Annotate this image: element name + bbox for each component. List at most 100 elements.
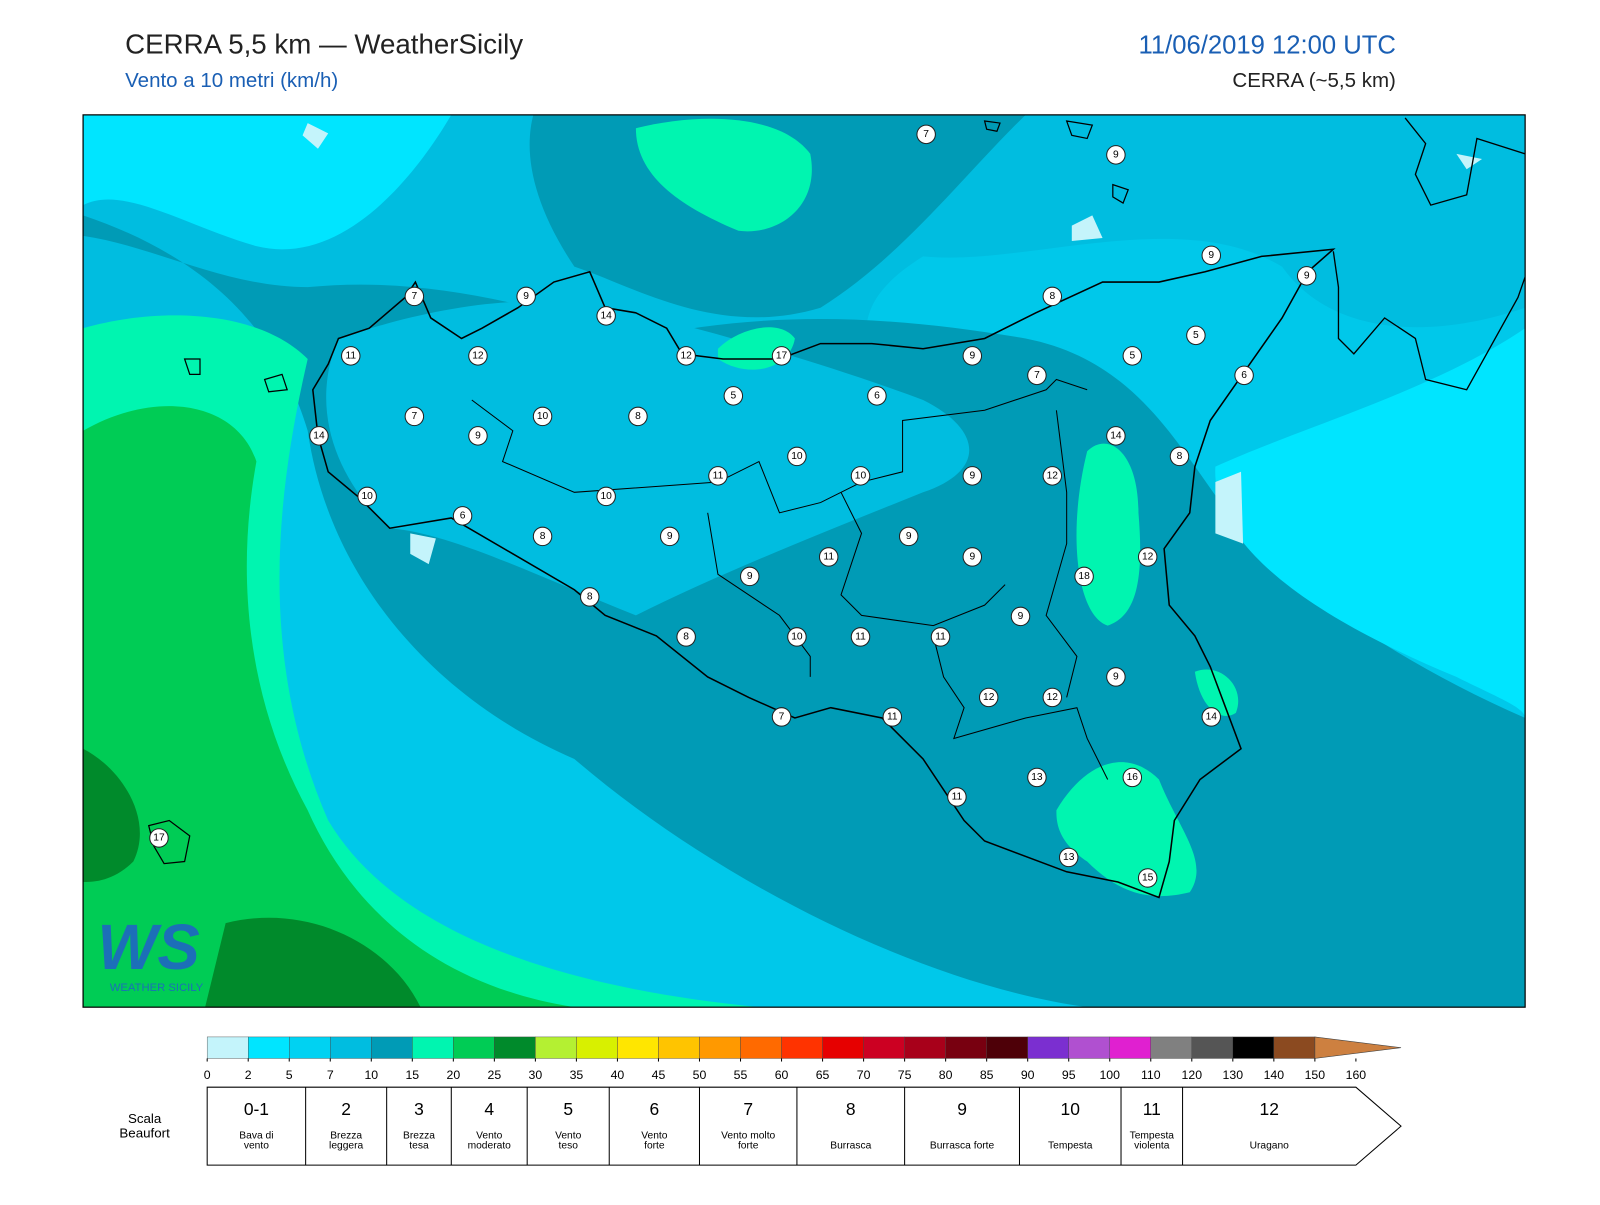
beaufort-force: 12 (1260, 1099, 1279, 1119)
station-marker (1122, 767, 1143, 788)
colorbar-tick-label: 55 (734, 1068, 748, 1082)
station-marker (867, 386, 887, 406)
beaufort-force: 0-1 (244, 1099, 269, 1119)
beaufort-name: Bava di vento (239, 1130, 273, 1151)
station-value: 7 (412, 411, 418, 422)
station-marker (1137, 547, 1158, 567)
colorbar-segment (1150, 1036, 1192, 1059)
station-value: 15 (1142, 872, 1154, 883)
colorbar-segment (740, 1036, 782, 1059)
station-value: 7 (779, 711, 785, 722)
station-marker (708, 466, 728, 486)
colorbar-segment (247, 1036, 290, 1059)
stations: 7 9 9 9 7 9 14 8 5 11 12 12 17 9 5 7 6 5 6 7 10 8 9 14 14 8 10 11 10… (149, 124, 1317, 888)
station-marker (1106, 667, 1126, 687)
station-value: 10 (855, 470, 867, 481)
colorbar-segment (412, 1036, 454, 1059)
station-value: 10 (537, 411, 549, 422)
station-marker (341, 346, 361, 366)
beaufort-force: 4 (484, 1099, 494, 1119)
station-value: 12 (983, 692, 995, 703)
station-marker (898, 526, 919, 547)
station-value: 9 (969, 470, 975, 481)
station-marker (1296, 266, 1317, 286)
station-marker (962, 466, 983, 486)
station-value: 10 (791, 451, 803, 462)
beaufort-name: Vento molto forte (721, 1130, 775, 1151)
colorbar-segment (945, 1036, 987, 1059)
station-value: 14 (1206, 711, 1218, 722)
station-marker (404, 286, 425, 307)
station-marker (468, 426, 488, 446)
beaufort-name: Brezza tesa (403, 1130, 435, 1151)
station-marker (947, 787, 967, 807)
station-value: 11 (952, 791, 963, 802)
colorbar-segment (1027, 1036, 1069, 1059)
colorbar-tick-label: 10 (364, 1068, 378, 1082)
station-marker (1058, 847, 1079, 868)
beaufort-force: 3 (414, 1099, 424, 1119)
station-marker (882, 707, 903, 727)
station-value: 7 (923, 129, 929, 140)
station-value: 11 (855, 631, 866, 642)
colorbar-arrow (1314, 1036, 1402, 1059)
colorbar-tick-label: 50 (693, 1068, 707, 1082)
colorbar-segment (822, 1036, 864, 1059)
station-marker (532, 526, 553, 547)
station-marker (930, 627, 951, 647)
station-marker (771, 707, 792, 727)
station-value: 10 (361, 491, 373, 502)
colorbar-tick-label: 120 (1182, 1068, 1203, 1082)
station-marker (628, 406, 648, 427)
colorbar-tick-label: 7 (327, 1068, 334, 1082)
colorbar-tick-label: 35 (570, 1068, 584, 1082)
colorbar-tick-label: 60 (775, 1068, 789, 1082)
station-marker (1010, 606, 1031, 627)
station-value: 9 (475, 430, 481, 441)
station-marker (962, 547, 983, 567)
station-marker (1074, 566, 1094, 587)
station-value: 8 (683, 631, 689, 642)
station-marker (452, 506, 473, 526)
station-value: 9 (969, 350, 975, 361)
station-marker (787, 627, 807, 647)
station-marker (1201, 707, 1222, 727)
station-value: 11 (887, 711, 898, 722)
logo-text: WEATHER SICILY (110, 982, 204, 994)
logo-mark: WS (97, 912, 199, 983)
station-marker (309, 426, 329, 446)
colorbar-segment (781, 1036, 823, 1059)
station-value: 17 (153, 832, 165, 843)
station-marker (596, 306, 616, 326)
beaufort-force: 9 (957, 1099, 967, 1119)
station-marker (1106, 426, 1126, 446)
beaufort-name: Brezza leggera (329, 1130, 363, 1151)
station-value: 10 (791, 631, 803, 642)
station-marker (978, 687, 999, 708)
station-marker (468, 346, 488, 366)
colorbar-segment (576, 1036, 618, 1059)
model: CERRA (~5,5 km) (1232, 69, 1395, 92)
station-marker (771, 346, 792, 366)
station-value: 5 (1193, 330, 1199, 341)
station-value: 9 (1113, 149, 1119, 160)
station-value: 12 (1047, 470, 1059, 481)
colorbar-tick-label: 160 (1346, 1068, 1367, 1082)
station-marker (1106, 145, 1126, 165)
station-value: 6 (874, 390, 880, 401)
station-marker (1027, 767, 1047, 788)
beaufort-frame (206, 1086, 1402, 1166)
colorbar-tick-label: 90 (1021, 1068, 1035, 1082)
colorbar-tick-label: 150 (1305, 1068, 1326, 1082)
colorbar-segment (1232, 1036, 1275, 1059)
colorbar-tick-label: 65 (816, 1068, 830, 1082)
colorbar-segment (453, 1036, 495, 1059)
colorbar-tick-label: 5 (286, 1068, 293, 1082)
station-marker (787, 446, 807, 467)
beaufort-force: 2 (341, 1099, 351, 1119)
station-value: 9 (969, 551, 975, 562)
station-value: 7 (1034, 370, 1040, 381)
station-marker (1027, 365, 1047, 386)
colorbar-segment (863, 1036, 905, 1059)
